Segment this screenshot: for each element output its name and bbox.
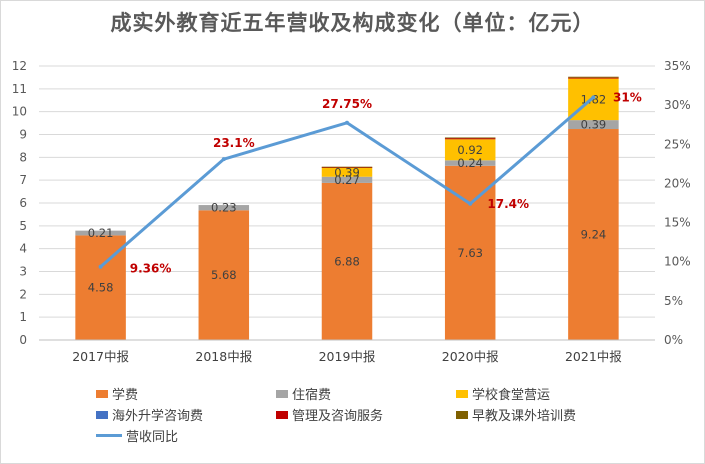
legend-item-growth: 营收同比	[96, 426, 276, 445]
bar-segment	[321, 166, 373, 168]
bar-data-label: 7.63	[457, 246, 483, 260]
bar-segment	[75, 230, 126, 236]
growth-data-label: 17.4%	[487, 197, 529, 211]
legend-row: 海外升学咨询费 管理及咨询服务 早教及课外培训费	[96, 404, 656, 425]
growth-data-label: 23.1%	[213, 136, 255, 150]
legend-item-boarding: 住宿费	[276, 384, 456, 403]
legend-swatch-tuition	[96, 389, 108, 398]
x-tick-label: 2018中报	[195, 349, 252, 364]
y-tick-label: 9	[19, 128, 27, 142]
growth-point	[345, 120, 349, 125]
legend-row: 营收同比	[96, 425, 656, 446]
growth-data-label: 27.75%	[322, 97, 372, 111]
legend-item-management-services: 管理及咨询服务	[276, 405, 456, 424]
y-tick-label: 2	[19, 287, 27, 301]
axes: 01234567891011120%5%10%15%20%25%30%35%20…	[12, 59, 691, 364]
y-tick-label: 1	[19, 310, 27, 324]
y-tick-label: 6	[19, 196, 27, 210]
y-tick-label: 11	[12, 82, 27, 96]
legend-swatch-canteen	[456, 389, 468, 398]
bar-data-label: 0.92	[457, 143, 483, 157]
bar-segment	[321, 167, 373, 168]
growth-data-label: 31%	[613, 90, 642, 104]
y2-tick-label: 15%	[664, 216, 691, 230]
x-tick-label: 2019中报	[319, 349, 376, 364]
legend-label-growth: 营收同比	[126, 430, 179, 445]
bar-stacks: 4.580.215.680.236.880.270.397.630.240.92…	[75, 76, 619, 340]
bar-segment	[321, 182, 373, 340]
growth-point	[98, 264, 103, 269]
bar-data-label: 4.58	[88, 281, 114, 295]
chart-legend: 学费 住宿费 学校食堂营运 海外升学咨询费 管理及咨询服务 早教及课外	[96, 383, 656, 446]
bar-segment	[198, 205, 250, 211]
y-tick-label: 4	[19, 242, 27, 256]
y2-tick-label: 30%	[664, 98, 691, 112]
legend-swatch-boarding	[276, 389, 288, 398]
y2-tick-label: 5%	[664, 294, 683, 308]
y-tick-label: 8	[19, 150, 27, 164]
chart-plot: 4.580.215.680.236.880.270.397.630.240.92…	[12, 59, 691, 364]
bar-segment	[568, 76, 619, 78]
x-tick-label: 2017中报	[72, 349, 129, 364]
bar-data-label: 5.68	[211, 268, 237, 282]
legend-item-early-education: 早教及课外培训费	[456, 405, 636, 424]
legend-item-canteen: 学校食堂营运	[456, 384, 636, 403]
bar-data-label: 9.24	[581, 228, 607, 242]
bar-segment	[444, 165, 496, 340]
bar-segment	[444, 138, 496, 140]
y2-tick-label: 0%	[664, 333, 683, 347]
x-tick-label: 2020中报	[442, 349, 499, 364]
bar-segment	[568, 129, 619, 340]
bar-data-label: 0.21	[88, 226, 114, 240]
growth-data-label: 9.36%	[130, 262, 172, 276]
bar-data-label: 0.24	[457, 156, 483, 170]
legend-item-tuition: 学费	[96, 384, 276, 403]
legend-label-tuition: 学费	[112, 388, 139, 403]
legend-item-overseas-consulting: 海外升学咨询费	[96, 405, 276, 424]
bar-data-label: 0.23	[211, 201, 237, 215]
y-tick-label: 3	[19, 265, 27, 279]
growth-point	[221, 157, 226, 162]
legend-label-canteen: 学校食堂营运	[472, 388, 551, 403]
legend-swatch-overseas-consulting	[96, 410, 108, 419]
bar-data-label: 0.39	[581, 118, 607, 132]
legend-label-management-services: 管理及咨询服务	[292, 409, 384, 424]
bar-data-label: 0.27	[334, 173, 360, 187]
legend-swatch-management-services	[276, 410, 288, 419]
legend-swatch-growth	[96, 434, 122, 437]
y2-tick-label: 10%	[664, 255, 691, 269]
y-tick-label: 7	[19, 173, 27, 187]
legend-swatch-early-education	[456, 410, 468, 419]
growth-line-layer: 9.36% 23.1% 27.75% 17.4% 31%	[98, 90, 642, 276]
bar-segment	[444, 137, 496, 139]
bar-segment	[198, 210, 250, 340]
bar-segment	[568, 77, 619, 79]
bar-data-label: 0.39	[334, 165, 360, 179]
y-tick-label: 5	[19, 219, 27, 233]
bar-segment	[568, 120, 619, 130]
bar-data-label: 6.88	[334, 254, 360, 268]
y2-tick-label: 35%	[664, 59, 691, 73]
x-tick-label: 2021中报	[565, 349, 622, 364]
bar-segment	[321, 167, 373, 177]
chart-title: 成实外教育近五年营收及构成变化（单位：亿元）	[110, 11, 595, 35]
legend-label-boarding: 住宿费	[292, 388, 332, 403]
y2-tick-label: 25%	[664, 137, 691, 151]
growth-point	[468, 201, 473, 206]
growth-point	[591, 95, 596, 100]
y-tick-label: 0	[19, 333, 27, 347]
legend-label-early-education: 早教及课外培训费	[472, 409, 577, 424]
bar-segment	[444, 139, 496, 161]
y-tick-label: 12	[12, 59, 27, 73]
bar-segment	[321, 176, 373, 183]
bar-segment	[444, 160, 496, 166]
y2-tick-label: 20%	[664, 176, 691, 190]
legend-row: 学费 住宿费 学校食堂营运	[96, 383, 656, 404]
y-tick-label: 10	[12, 105, 27, 119]
legend-label-overseas-consulting: 海外升学咨询费	[112, 409, 204, 424]
